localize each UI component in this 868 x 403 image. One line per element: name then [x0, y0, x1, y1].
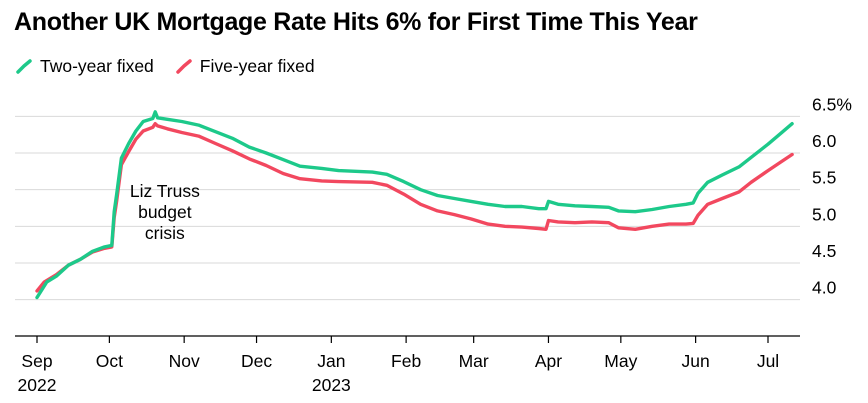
x-tick-label: Apr [535, 351, 562, 371]
x-tick-label: May [604, 351, 637, 371]
x-tick-label: Dec [241, 351, 272, 371]
y-tick-label: 4.0 [812, 278, 837, 298]
y-tick-label: 5.5 [812, 168, 836, 188]
x-tick-label: Sep [21, 351, 52, 371]
legend-label-five-year: Five-year fixed [199, 56, 315, 76]
annotation-text: crisis [145, 223, 185, 243]
legend-item-five-year: Five-year fixed [176, 56, 315, 77]
x-tick-label: Feb [391, 351, 421, 371]
legend: Two-year fixed Five-year fixed [16, 56, 315, 77]
legend-swatch-five-year-icon [176, 58, 192, 75]
y-tick-label: 4.5 [812, 241, 836, 261]
legend-label-two-year: Two-year fixed [40, 56, 154, 76]
legend-item-two-year: Two-year fixed [16, 56, 154, 77]
y-tick-label: 6.0 [812, 131, 837, 151]
x-tick-year-label: 2022 [18, 375, 57, 395]
x-tick-label: Nov [169, 351, 200, 371]
y-tick-label: 6.5% [812, 94, 852, 114]
y-tick-label: 5.0 [812, 204, 837, 224]
annotation-text: Liz Truss [130, 181, 200, 201]
chart-title: Another UK Mortgage Rate Hits 6% for Fir… [14, 8, 698, 36]
x-tick-year-label: 2023 [312, 375, 351, 395]
annotation-text: budget [138, 202, 192, 222]
x-tick-label: Mar [459, 351, 489, 371]
x-tick-label: Jul [757, 351, 779, 371]
x-tick-label: Oct [96, 351, 123, 371]
x-tick-label: Jan [317, 351, 345, 371]
legend-swatch-two-year-icon [16, 58, 32, 75]
x-tick-label: Jun [682, 351, 710, 371]
series-line-two-year [35, 110, 794, 300]
